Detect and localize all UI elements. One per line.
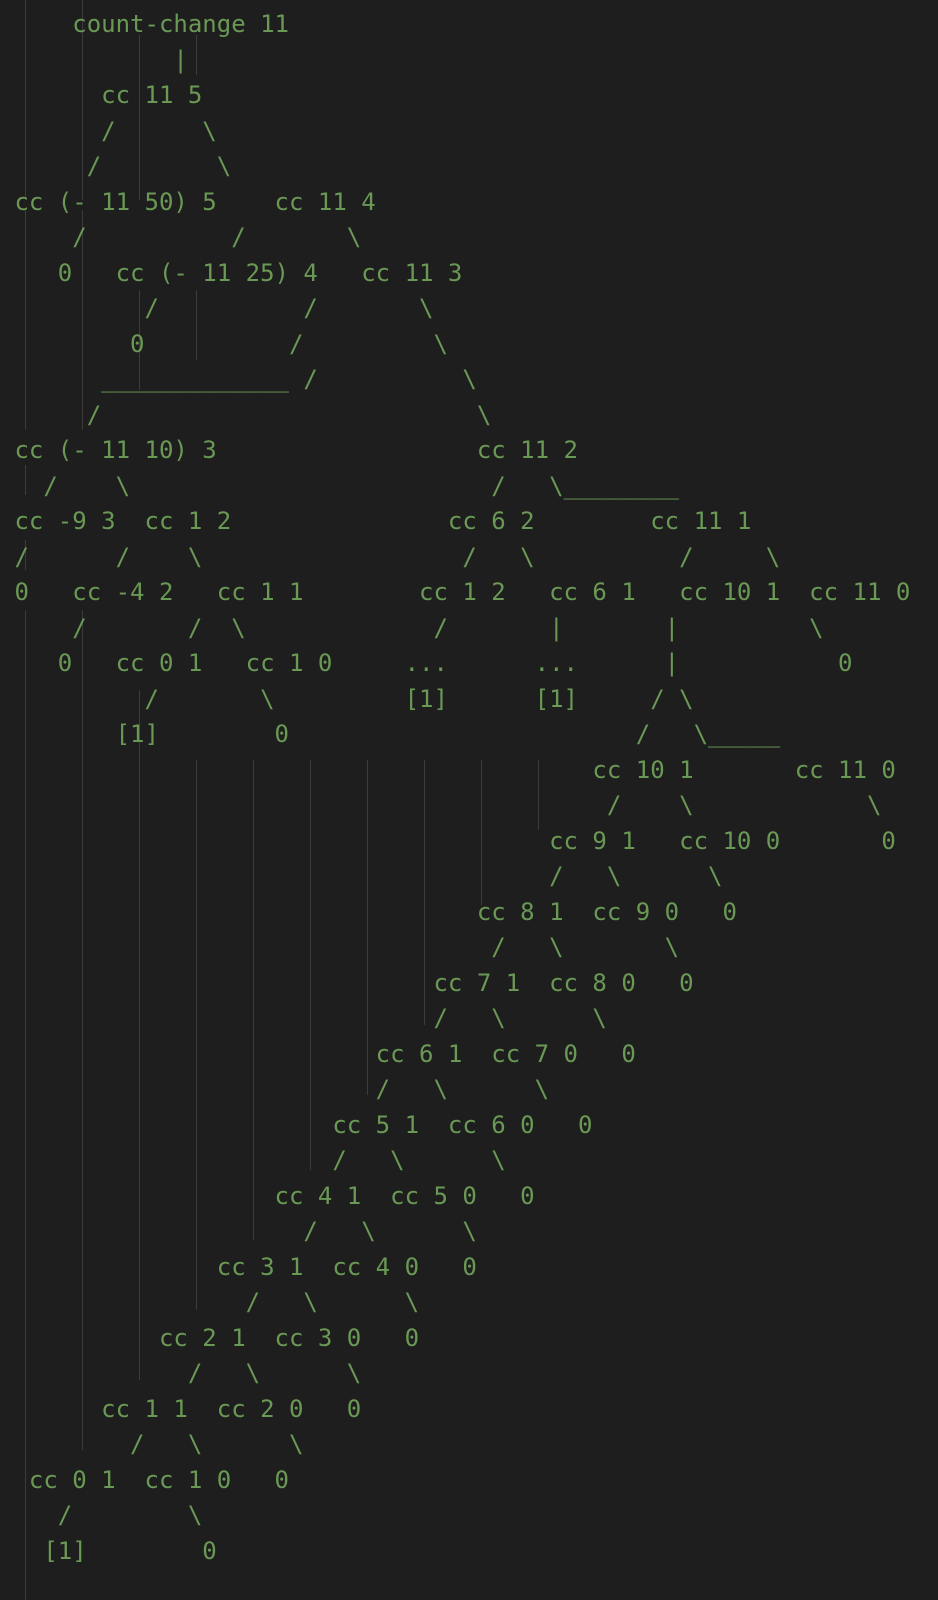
code-line: / \ [0,152,232,180]
code-line: count-change 11 [0,10,289,38]
indent-guide [82,0,83,200]
code-line: [1] 0 [0,1537,217,1565]
code-line: cc 5 1 cc 6 0 0 [0,1111,593,1139]
code-line: / / \ / \ / \ [0,543,781,571]
indent-guide [139,35,140,200]
code-line: cc 4 1 cc 5 0 0 [0,1182,535,1210]
indent-guide [25,0,26,200]
indent-guide [139,290,140,390]
indent-guide [25,540,26,570]
indent-guide [25,610,26,1600]
code-line: / \ \ [0,1075,550,1103]
indent-guide [538,760,539,830]
code-line: | [0,46,188,74]
code-line: / / \ [0,223,362,251]
indent-guide [310,760,311,1170]
code-line: / \ [1] [1] / \ [0,685,694,713]
code-line: 0 cc -4 2 cc 1 1 cc 1 2 cc 6 1 cc 10 1 c… [0,578,911,606]
code-line: cc 8 1 cc 9 0 0 [0,898,737,926]
indent-guide [196,290,197,360]
code-line: / \ [0,401,492,429]
code-line: cc 10 1 cc 11 0 [0,756,896,784]
code-line: / \ [0,1501,203,1529]
code-line: / \ \ [0,933,680,961]
indent-guide [196,760,197,1310]
code-line: / \ \ [0,791,882,819]
indent-guide [367,760,368,1095]
indent-guide [139,690,140,1380]
code-line: / \ / \________ [0,472,680,500]
code-line: cc 0 1 cc 1 0 0 [0,1466,289,1494]
code-line: / \ \ [0,1359,362,1387]
code-line: cc 1 1 cc 2 0 0 [0,1395,362,1423]
code-line: 0 cc (- 11 25) 4 cc 11 3 [0,259,463,287]
code-line: 0 / \ [0,330,448,358]
code-line: / \ [0,117,217,145]
code-line: 0 cc 0 1 cc 1 0 ... ... | 0 [0,649,853,677]
code-line: cc 9 1 cc 10 0 0 [0,827,896,855]
code-line: / \ \ [0,1004,607,1032]
code-line: cc 7 1 cc 8 0 0 [0,969,694,997]
code-line: cc 2 1 cc 3 0 0 [0,1324,420,1352]
code-line: [1] 0 / \_____ [0,720,781,748]
indent-guide [82,610,83,1450]
indent-guide [82,210,83,430]
code-line: / / \ [0,294,434,322]
code-line: / \ \ [0,1430,304,1458]
code-line: cc -9 3 cc 1 2 cc 6 2 cc 11 1 [0,507,752,535]
code-line: cc (- 11 10) 3 cc 11 2 [0,436,578,464]
code-line: cc 6 1 cc 7 0 0 [0,1040,636,1068]
code-line: cc 11 5 [0,81,203,109]
indent-guide [25,465,26,495]
code-line: / \ \ [0,1146,506,1174]
indent-guide [424,760,425,1025]
code-line: / \ \ [0,1288,420,1316]
indent-guide [481,760,482,905]
indent-guide [196,35,197,75]
indent-guide [253,760,254,1240]
code-line: cc 3 1 cc 4 0 0 [0,1253,477,1281]
indent-guide [25,210,26,430]
code-line: _____________ / \ [0,365,477,393]
code-line: / \ \ [0,1217,477,1245]
code-line: cc (- 11 50) 5 cc 11 4 [0,188,376,216]
code-line: / / \ / | | \ [0,614,824,642]
code-line: / \ \ [0,862,723,890]
